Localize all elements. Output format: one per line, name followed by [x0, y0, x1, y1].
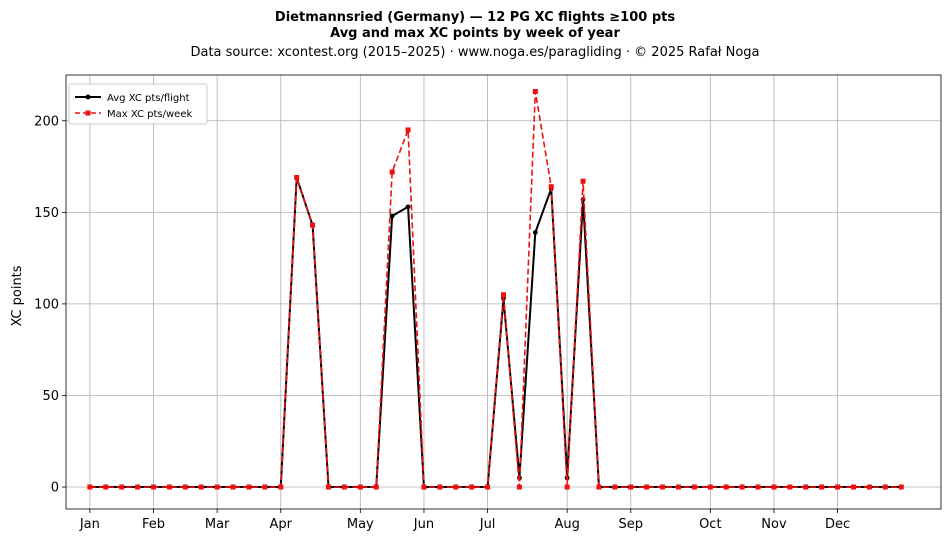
y-tick-label: 50: [42, 389, 59, 404]
x-tick-label: Dec: [825, 517, 850, 532]
data-point-avg: [405, 204, 411, 210]
data-point-max: [357, 484, 363, 490]
data-point-max: [580, 178, 586, 184]
data-point-max: [771, 484, 777, 490]
data-point-max: [87, 484, 93, 490]
data-point-max: [787, 484, 793, 490]
legend-avg-label: Avg XC pts/flight: [107, 93, 190, 104]
data-point-max: [501, 292, 506, 298]
data-point-max: [644, 484, 650, 490]
chart-title: Dietmannsried (Germany) — 12 PG XC fligh…: [275, 10, 675, 25]
x-tick-label: Feb: [142, 517, 165, 532]
plot-frame: [65, 74, 942, 510]
data-point-max: [485, 484, 491, 490]
data-point-max: [548, 184, 554, 190]
data-point-max: [739, 484, 745, 490]
data-point-max: [278, 484, 284, 490]
data-point-max: [103, 484, 109, 490]
data-point-max: [851, 484, 856, 490]
x-tick-label: Nov: [761, 517, 787, 532]
legend-box: [68, 83, 208, 125]
data-point-max: [755, 484, 761, 490]
data-point-max: [835, 484, 841, 490]
data-point-max: [214, 484, 220, 490]
data-point-max: [151, 484, 156, 490]
data-point-max: [898, 484, 904, 490]
data-point-max: [310, 222, 316, 228]
chart-source: Data source: xcontest.org (2015–2025) · …: [190, 45, 759, 60]
data-point-max: [803, 484, 809, 490]
data-point-max: [198, 484, 204, 490]
data-point-max: [866, 484, 872, 490]
data-point-max: [389, 169, 395, 175]
x-tick-label: May: [347, 517, 374, 532]
y-tick-label: 0: [51, 481, 59, 496]
y-axis-label: XC points: [10, 265, 25, 326]
legend: Avg XC pts/flight Max XC pts/week: [68, 83, 208, 125]
data-point-max: [723, 484, 729, 490]
x-tick-label: Jan: [79, 517, 100, 532]
data-point-max: [532, 88, 538, 94]
data-point-max: [294, 175, 300, 181]
x-tick-label: Jul: [479, 517, 496, 532]
series-line-0: [89, 177, 902, 489]
data-point-max: [516, 484, 522, 490]
data-point-avg: [532, 230, 538, 235]
axes: Jan Feb Mar Apr May Jun Jul Aug Sep Oct Nov Dec 0 50 1…: [34, 74, 942, 532]
grid: [66, 75, 941, 509]
chart-subtitle: Avg and max XC points by week of year: [330, 26, 620, 41]
y-tick-label: 200: [34, 114, 59, 129]
data-point-max: [691, 484, 697, 490]
legend-max-label: Max XC pts/week: [107, 109, 192, 120]
data-point-max: [246, 484, 252, 490]
data-point-max: [676, 484, 681, 490]
series-line-1: [89, 91, 902, 488]
legend-max-marker: [85, 110, 91, 116]
data-point-max: [596, 484, 602, 490]
data-point-max: [262, 484, 268, 490]
data-point-max: [135, 484, 141, 490]
data-point-max: [326, 484, 331, 490]
data-point-max: [469, 484, 475, 490]
x-tick-label: Apr: [270, 517, 293, 532]
data-point-max: [341, 484, 347, 490]
data-point-max: [421, 484, 427, 490]
data-point-max: [230, 484, 236, 490]
data-point-max: [882, 484, 888, 490]
x-tick-label: Sep: [619, 517, 644, 532]
data-point-max: [373, 484, 379, 490]
y-tick-label: 100: [34, 297, 59, 312]
data-point-avg: [389, 213, 395, 219]
legend-avg-marker: [85, 94, 91, 100]
x-tick-label: Mar: [205, 517, 230, 532]
data-point-max: [453, 484, 459, 490]
data-point-max: [564, 484, 570, 490]
x-tick-label: Jun: [413, 517, 434, 532]
y-tick-label: 150: [34, 206, 59, 221]
data-point-max: [405, 127, 411, 133]
data-point-max: [166, 484, 172, 490]
data-point-max: [437, 484, 443, 490]
data-point-max: [182, 484, 188, 490]
series-layer: [87, 88, 904, 490]
data-point-max: [819, 484, 825, 490]
data-point-max: [660, 484, 666, 490]
data-point-max: [119, 484, 125, 490]
x-tick-label: Aug: [554, 517, 579, 532]
data-point-max: [707, 484, 713, 490]
data-point-max: [612, 484, 618, 490]
x-tick-label: Oct: [699, 517, 721, 532]
data-point-max: [628, 484, 634, 490]
